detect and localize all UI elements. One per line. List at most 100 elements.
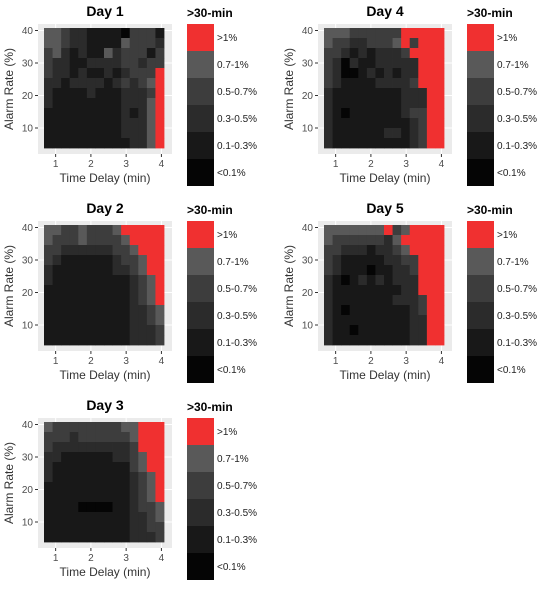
heatmap-cell	[358, 118, 368, 129]
heatmap-cell	[426, 295, 436, 306]
heatmap-cell	[121, 502, 131, 513]
x-tick-label: 4	[159, 159, 165, 170]
x-tick-label: 3	[123, 159, 129, 170]
heatmap-cell	[69, 265, 79, 276]
heatmap-cell	[332, 78, 342, 89]
legend-key-0-1-0-3	[467, 132, 494, 159]
heatmap-cell	[384, 138, 393, 149]
heatmap-cell	[86, 492, 96, 503]
heatmap-cell	[78, 58, 88, 69]
heatmap-cell	[78, 325, 88, 336]
heatmap-cell	[349, 255, 359, 266]
heatmap-cell	[375, 108, 385, 119]
heatmap-cell	[366, 285, 376, 296]
heatmap-cell	[138, 48, 148, 59]
heatmap-cell	[86, 325, 96, 336]
heatmap-cell	[401, 225, 411, 236]
heatmap-cell	[435, 255, 445, 266]
heatmap-cell	[146, 472, 156, 483]
heatmap-cell	[384, 88, 393, 99]
heatmap-cell	[341, 118, 351, 129]
heatmap-cell	[366, 235, 376, 246]
heatmap-cell	[384, 128, 393, 139]
heatmap-cell	[78, 48, 88, 59]
legend-key-0-1	[187, 159, 214, 186]
heatmap-cell	[155, 315, 165, 326]
heatmap-cell	[155, 108, 165, 119]
x-tick-label: 2	[368, 356, 374, 367]
heatmap-cell	[324, 265, 333, 276]
heatmap-cell	[44, 78, 53, 89]
heatmap-cell	[129, 28, 139, 39]
heatmap-cell	[44, 38, 53, 49]
heatmap-cell	[86, 255, 96, 266]
heatmap-cell	[138, 138, 148, 149]
heatmap-cell	[341, 225, 351, 236]
heatmap-cell	[392, 295, 402, 306]
heatmap-cell	[112, 462, 122, 473]
legend-key-0-7-1	[187, 248, 214, 275]
heatmap-cell	[86, 285, 96, 296]
heatmap-cell	[366, 335, 376, 346]
y-axis-label: Alarm Rate (%)	[2, 442, 16, 524]
heatmap-cell	[332, 265, 342, 276]
heatmap-cell	[129, 108, 139, 119]
heatmap-cell	[426, 325, 436, 336]
heatmap-cell	[129, 522, 139, 533]
heatmap-cell	[401, 235, 411, 246]
heatmap-cell	[86, 68, 96, 79]
heatmap-cell	[129, 305, 139, 316]
heatmap-cell	[78, 472, 88, 483]
heatmap-cell	[104, 482, 113, 493]
heatmap-cell	[426, 225, 436, 236]
heatmap-cell	[78, 128, 88, 139]
heatmap-cell	[44, 482, 53, 493]
heatmap-cell	[129, 325, 139, 336]
heatmap-cell	[104, 512, 113, 523]
heatmap-cell	[61, 138, 71, 149]
heatmap-cell	[375, 138, 385, 149]
legend-title: >30-min	[187, 203, 233, 217]
heatmap-cell	[155, 138, 165, 149]
legend-key-0-3-0-5	[187, 499, 214, 526]
heatmap-cell	[138, 118, 148, 129]
heatmap-cell	[44, 255, 53, 266]
heatmap-cell	[52, 108, 62, 119]
heatmap-cell	[392, 128, 402, 139]
heatmap-cell	[155, 245, 165, 256]
heatmap-cell	[358, 275, 368, 286]
heatmap-cell	[78, 492, 88, 503]
heatmap-cell	[104, 532, 113, 543]
heatmap-cell	[61, 305, 71, 316]
heatmap-cell	[401, 78, 411, 89]
heatmap-cell	[129, 532, 139, 543]
heatmap-cell	[401, 265, 411, 276]
heatmap-cell	[129, 225, 139, 236]
heatmap-cell	[401, 335, 411, 346]
heatmap-cell	[392, 48, 402, 59]
heatmap-cell	[104, 462, 113, 473]
heatmap-cell	[435, 245, 445, 256]
heatmap-cell	[86, 522, 96, 533]
heatmap-cell	[155, 512, 165, 523]
heatmap-cell	[392, 138, 402, 149]
legend-key-0-3-0-5	[187, 105, 214, 132]
heatmap-cell	[426, 38, 436, 49]
heatmap-cell	[341, 305, 351, 316]
heatmap-cell	[418, 138, 428, 149]
legend-key-0-1-0-3	[467, 329, 494, 356]
heatmap-cell	[138, 108, 148, 119]
heatmap-cell	[366, 98, 376, 109]
heatmap-cell	[349, 78, 359, 89]
heatmap-cell	[104, 118, 113, 129]
heatmap-cell	[121, 265, 131, 276]
heatmap-cell	[52, 38, 62, 49]
heatmap-cell	[112, 275, 122, 286]
heatmap-cell	[146, 502, 156, 513]
heatmap-cell	[409, 285, 419, 296]
heatmap-cell	[409, 58, 419, 69]
heatmap-cell	[44, 275, 53, 286]
heatmap-cell	[146, 512, 156, 523]
heatmap-cell	[44, 295, 53, 306]
heatmap-cell	[52, 325, 62, 336]
